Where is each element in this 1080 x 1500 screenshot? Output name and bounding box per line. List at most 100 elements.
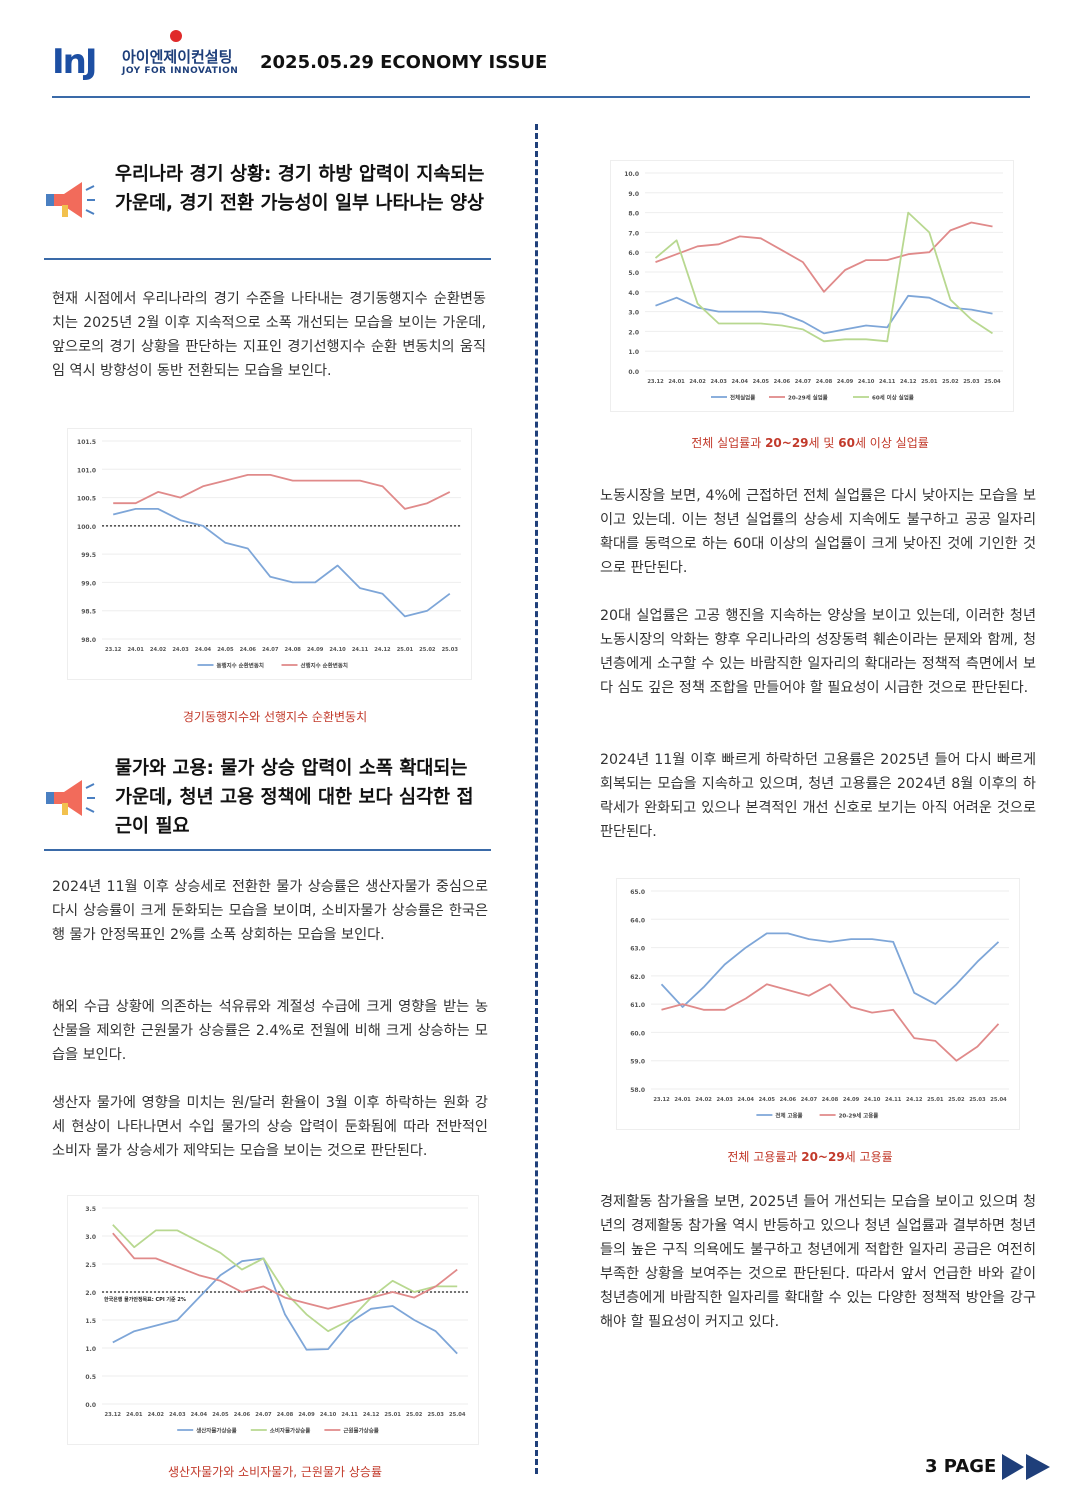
x-tick-label: 24.08	[822, 1097, 839, 1103]
legend-label: 소비자물가상승률	[270, 1427, 310, 1435]
y-tick-label: 8.0	[628, 211, 639, 218]
series-line	[655, 221, 993, 293]
logo-korean: 아이엔제이컨설팅	[122, 48, 233, 66]
y-tick-label: 7.0	[628, 230, 639, 237]
legend-label: 60세 이상 실업률	[872, 394, 914, 402]
caption-bold: 20~29	[765, 436, 809, 450]
x-tick-label: 24.06	[780, 1097, 797, 1103]
x-tick-label: 24.07	[255, 1412, 272, 1418]
y-tick-label: 1.0	[85, 1346, 96, 1353]
x-tick-label: 24.03	[710, 379, 727, 385]
x-tick-label: 24.05	[217, 647, 234, 653]
y-tick-label: 101.0	[77, 467, 96, 474]
y-tick-label: 4.0	[628, 290, 639, 297]
y-tick-label: 0.5	[85, 1374, 96, 1381]
x-tick-label: 24.06	[234, 1412, 251, 1418]
x-tick-label: 24.10	[858, 379, 875, 385]
y-tick-label: 98.0	[81, 637, 96, 644]
x-tick-label: 24.06	[240, 647, 257, 653]
issue-title: 2025.05.29 ECONOMY ISSUE	[260, 52, 548, 73]
section2-rule	[44, 849, 491, 851]
x-tick-label: 24.04	[195, 647, 212, 653]
x-tick-label: 23.12	[647, 379, 664, 385]
x-tick-label: 25.02	[419, 647, 436, 653]
y-tick-label: 62.0	[630, 974, 645, 981]
chart2-caption: 생산자물가와 소비자물가, 근원물가 상승률	[168, 1465, 382, 1479]
y-tick-label: 100.0	[77, 524, 96, 531]
section1-paragraph: 현재 시점에서 우리나라의 경기 수준을 나타내는 경기동행지수 순환변동치는 …	[52, 291, 486, 379]
legend-label: 생산자물가상승률	[196, 1427, 236, 1435]
page-number: 3 PAGE	[925, 1456, 997, 1477]
x-tick-label: 24.05	[753, 379, 770, 385]
x-tick-label: 24.10	[864, 1097, 881, 1103]
x-tick-label: 24.04	[732, 379, 749, 385]
y-tick-label: 100.5	[77, 496, 96, 503]
x-tick-label: 24.12	[900, 379, 917, 385]
x-tick-label: 24.02	[695, 1097, 712, 1103]
x-tick-label: 24.09	[307, 647, 324, 653]
caption-part: 세 고용률	[844, 1150, 893, 1164]
y-tick-label: 3.5	[85, 1206, 96, 1213]
y-tick-label: 10.0	[624, 171, 639, 178]
logo-mark: InJ	[52, 42, 97, 82]
legend-label: 20-29세 실업률	[788, 394, 828, 402]
chart-unemployment: 0.0 1.0 2.0 3.0 4.0 5.0 6.0 7.0 8.0 9.0 10.0 23.12 2…	[610, 160, 1014, 412]
chart1-caption: 경기동행지수와 선행지수 순환변동치	[182, 710, 368, 724]
y-tick-label: 60.0	[630, 1030, 645, 1037]
x-tick-label: 24.04	[738, 1097, 755, 1103]
y-tick-label: 0.0	[85, 1402, 96, 1409]
x-tick-label: 25.01	[397, 647, 414, 653]
x-tick-label: 24.08	[816, 379, 833, 385]
y-tick-label: 3.0	[85, 1234, 96, 1241]
x-tick-label: 25.01	[384, 1412, 401, 1418]
legend-label: 선행지수 순환변동치	[301, 662, 348, 670]
y-tick-label: 65.0	[630, 889, 645, 896]
right-paragraph-4: 경제활동 참가율을 보면, 2025년 들어 개선되는 모습을 보이고 있으며 …	[600, 1194, 1036, 1330]
caption-part: 세 및	[808, 436, 839, 450]
series-line	[654, 211, 993, 343]
series-line	[112, 1224, 458, 1333]
x-tick-label: 24.12	[363, 1412, 380, 1418]
megaphone-icon	[42, 174, 98, 230]
caption-bold: 60	[838, 436, 855, 450]
x-tick-label: 24.05	[759, 1097, 776, 1103]
next-page-arrow-icon	[1000, 1452, 1054, 1486]
section2-title: 물가와 고용: 물가 상승 압력이 소폭 확대되는 가운데, 청년 고용 정책에…	[115, 758, 474, 837]
x-tick-label: 25.01	[927, 1097, 944, 1103]
y-tick-label: 1.0	[628, 349, 639, 356]
x-tick-label: 24.07	[801, 1097, 818, 1103]
x-tick-label: 24.10	[320, 1412, 337, 1418]
y-tick-label: 2.5	[85, 1262, 96, 1269]
x-tick-label: 24.12	[374, 647, 391, 653]
x-tick-label: 24.11	[879, 379, 896, 385]
right-paragraph-2: 20대 실업률은 고공 행진을 지속하는 양상을 보이고 있는데, 이러한 청년…	[600, 608, 1036, 696]
y-tick-label: 9.0	[628, 191, 639, 198]
y-tick-label: 58.0	[630, 1087, 645, 1094]
header-rule	[52, 96, 1030, 98]
right-paragraph-1: 노동시장을 보면, 4%에 근접하던 전체 실업률은 다시 낮아지는 모습을 보…	[600, 488, 1036, 576]
y-tick-label: 59.0	[630, 1059, 645, 1066]
legend-label: 20-29세 고용률	[839, 1112, 879, 1120]
x-tick-label: 25.04	[990, 1097, 1007, 1103]
x-tick-label: 23.12	[105, 1412, 122, 1418]
logo-english: JOY FOR INNOVATION	[122, 66, 239, 76]
y-tick-label: 63.0	[630, 946, 645, 953]
chart3-caption: 전체 실업률과 20~29세 및 60세 이상 실업률	[600, 434, 1020, 451]
megaphone-icon	[42, 772, 98, 828]
section2-paragraph-2: 해외 수급 상황에 의존하는 석유류와 계절성 수급에 크게 영향을 받는 농산…	[52, 999, 488, 1063]
section1-rule	[44, 258, 491, 260]
x-tick-label: 24.12	[906, 1097, 923, 1103]
chart4-caption: 전체 고용률과 20~29세 고용률	[600, 1148, 1020, 1165]
x-tick-label: 24.02	[148, 1412, 165, 1418]
chart-employment: 58.0 59.0 60.0 61.0 62.0 63.0 64.0 65.0 23.12 24.…	[616, 878, 1020, 1130]
y-tick-label: 101.5	[77, 439, 96, 446]
caption-part: 전체 실업률과	[691, 436, 766, 450]
x-tick-label: 24.08	[285, 647, 302, 653]
company-logo: InJ 아이엔제이컨설팅 JOY FOR INNOVATION	[52, 28, 252, 82]
x-tick-label: 24.01	[668, 379, 685, 385]
y-tick-label: 98.5	[81, 609, 96, 616]
x-tick-label: 24.02	[689, 379, 706, 385]
x-tick-label: 25.02	[406, 1412, 423, 1418]
y-tick-label: 61.0	[630, 1002, 645, 1009]
x-tick-label: 24.11	[885, 1097, 902, 1103]
